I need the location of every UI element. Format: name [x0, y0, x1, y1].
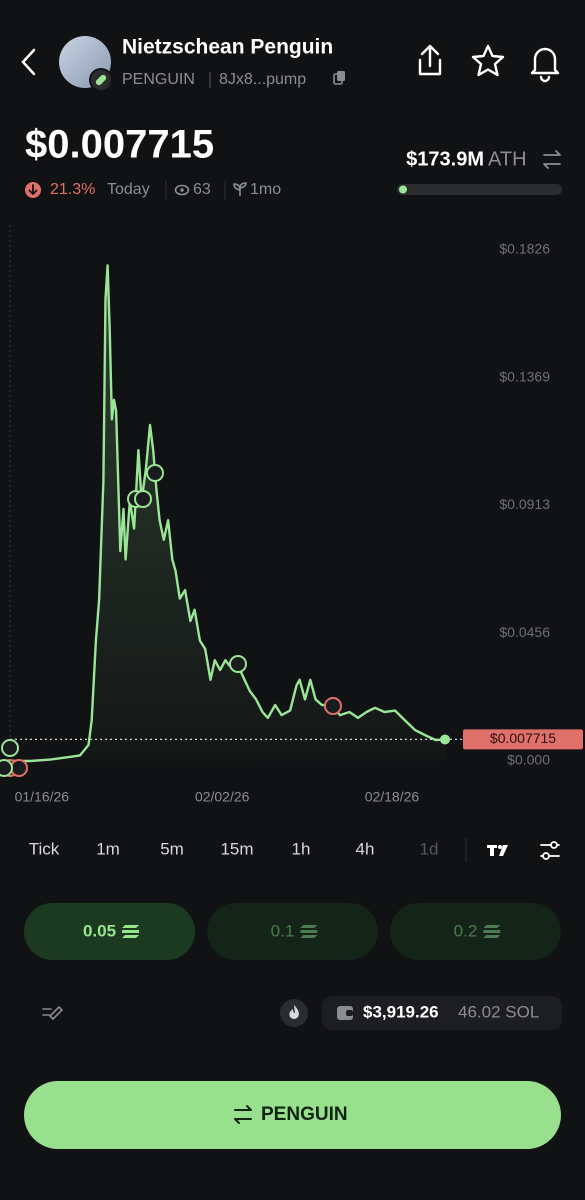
wallet-sol: 46.02 SOL — [458, 1002, 539, 1021]
amount-preset[interactable] — [24, 903, 195, 960]
amount-value: 0.05 — [83, 921, 116, 940]
trade-marker — [134, 490, 152, 508]
trade-marker — [229, 655, 247, 673]
back-button[interactable] — [21, 48, 36, 76]
timeframe-option[interactable]: 1d — [420, 839, 439, 858]
timeframe-option[interactable]: 5m — [160, 839, 184, 858]
sol-icon — [483, 930, 501, 933]
wallet-usd: $3,919.26 — [363, 1002, 439, 1021]
token-ticker: PENGUIN — [122, 71, 195, 88]
amount-presets: 0.05 0.1 0.2 — [24, 903, 561, 960]
wallet-icon — [337, 1006, 353, 1020]
x-tick-label: 02/02/26 — [195, 789, 250, 805]
y-tick-label: $0.0913 — [499, 496, 550, 512]
token-name: Nietzschean Penguin — [122, 36, 333, 59]
sol-icon — [483, 925, 501, 928]
arrow — [28, 184, 38, 196]
copy-icon-back — [337, 71, 345, 81]
share-button[interactable] — [418, 44, 442, 76]
x-tick-label: 01/16/26 — [15, 789, 70, 805]
amount-preset[interactable] — [207, 903, 378, 960]
amount-value: 0.2 — [454, 921, 478, 940]
trade-marker — [324, 697, 342, 715]
trade-button[interactable] — [24, 1081, 561, 1149]
ath-value: $173.9M — [406, 148, 484, 170]
token-age: 1mo — [250, 181, 281, 198]
current-price: $0.007715 — [25, 123, 214, 167]
trade-button-label: PENGUIN — [261, 1104, 348, 1125]
favorite-button[interactable] — [471, 44, 505, 77]
sol-icon — [122, 925, 140, 928]
wallet-icon-clasp — [346, 1010, 353, 1016]
views-icon-pupil — [180, 188, 184, 192]
swap-icon — [234, 1105, 252, 1124]
current-price-badge-label: $0.007715 — [490, 730, 556, 746]
ath-progress-track — [397, 184, 562, 195]
timeframe-option[interactable]: 1m — [96, 839, 120, 858]
x-tick-label: 02/18/26 — [365, 789, 420, 805]
fire-icon — [289, 1005, 299, 1019]
sol-icon — [300, 930, 318, 933]
trade-marker — [1, 739, 19, 757]
wallet-pill[interactable] — [322, 996, 562, 1030]
price-change: 21.3% — [50, 181, 95, 198]
alert-button[interactable] — [530, 47, 560, 83]
timeframe-option[interactable]: 15m — [220, 839, 253, 858]
change-period: Today — [107, 181, 150, 198]
pill-icon — [95, 74, 107, 86]
chart-settings-button[interactable] — [540, 841, 560, 860]
sol-icon — [483, 935, 501, 938]
timeframe-option[interactable]: Tick — [29, 839, 60, 858]
swap-ath-button[interactable] — [543, 150, 561, 169]
tradingview-button[interactable] — [487, 845, 508, 856]
y-tick-label: $0.1826 — [499, 240, 550, 256]
amount-preset[interactable] — [390, 903, 561, 960]
trade-marker — [10, 759, 28, 777]
views-icon — [174, 184, 190, 196]
last-point — [440, 734, 450, 745]
y-tick-label: $0.1369 — [499, 368, 550, 384]
price-area — [10, 265, 445, 761]
edit-presets-button[interactable] — [42, 1005, 64, 1021]
amount-value: 0.1 — [271, 921, 295, 940]
timeframe-option[interactable]: 1h — [292, 839, 311, 858]
price-chart: $0.1826 $0.1369 $0.0913 $0.0456 $0.000 01/16/… — [0, 240, 583, 805]
sol-icon — [122, 930, 140, 933]
token-address[interactable]: 8Jx8...pump — [219, 71, 306, 88]
sol-icon — [300, 935, 318, 938]
age-icon — [233, 182, 247, 196]
sol-icon — [122, 935, 140, 938]
ath-label: ATH — [488, 148, 527, 170]
y-tick-label: $0.0456 — [499, 624, 550, 640]
sol-icon — [300, 925, 318, 928]
trade-marker — [0, 759, 13, 777]
timeframe-option[interactable]: 4h — [356, 839, 375, 858]
y-tick-label: $0.000 — [507, 752, 550, 768]
trade-marker — [146, 464, 164, 482]
views-count: 63 — [193, 181, 211, 198]
ath-progress-fill — [399, 185, 407, 194]
current-price-badge — [463, 729, 583, 750]
timeframe-bar: Tick 1m 5m 15m 1h 4h 1d — [29, 839, 439, 858]
